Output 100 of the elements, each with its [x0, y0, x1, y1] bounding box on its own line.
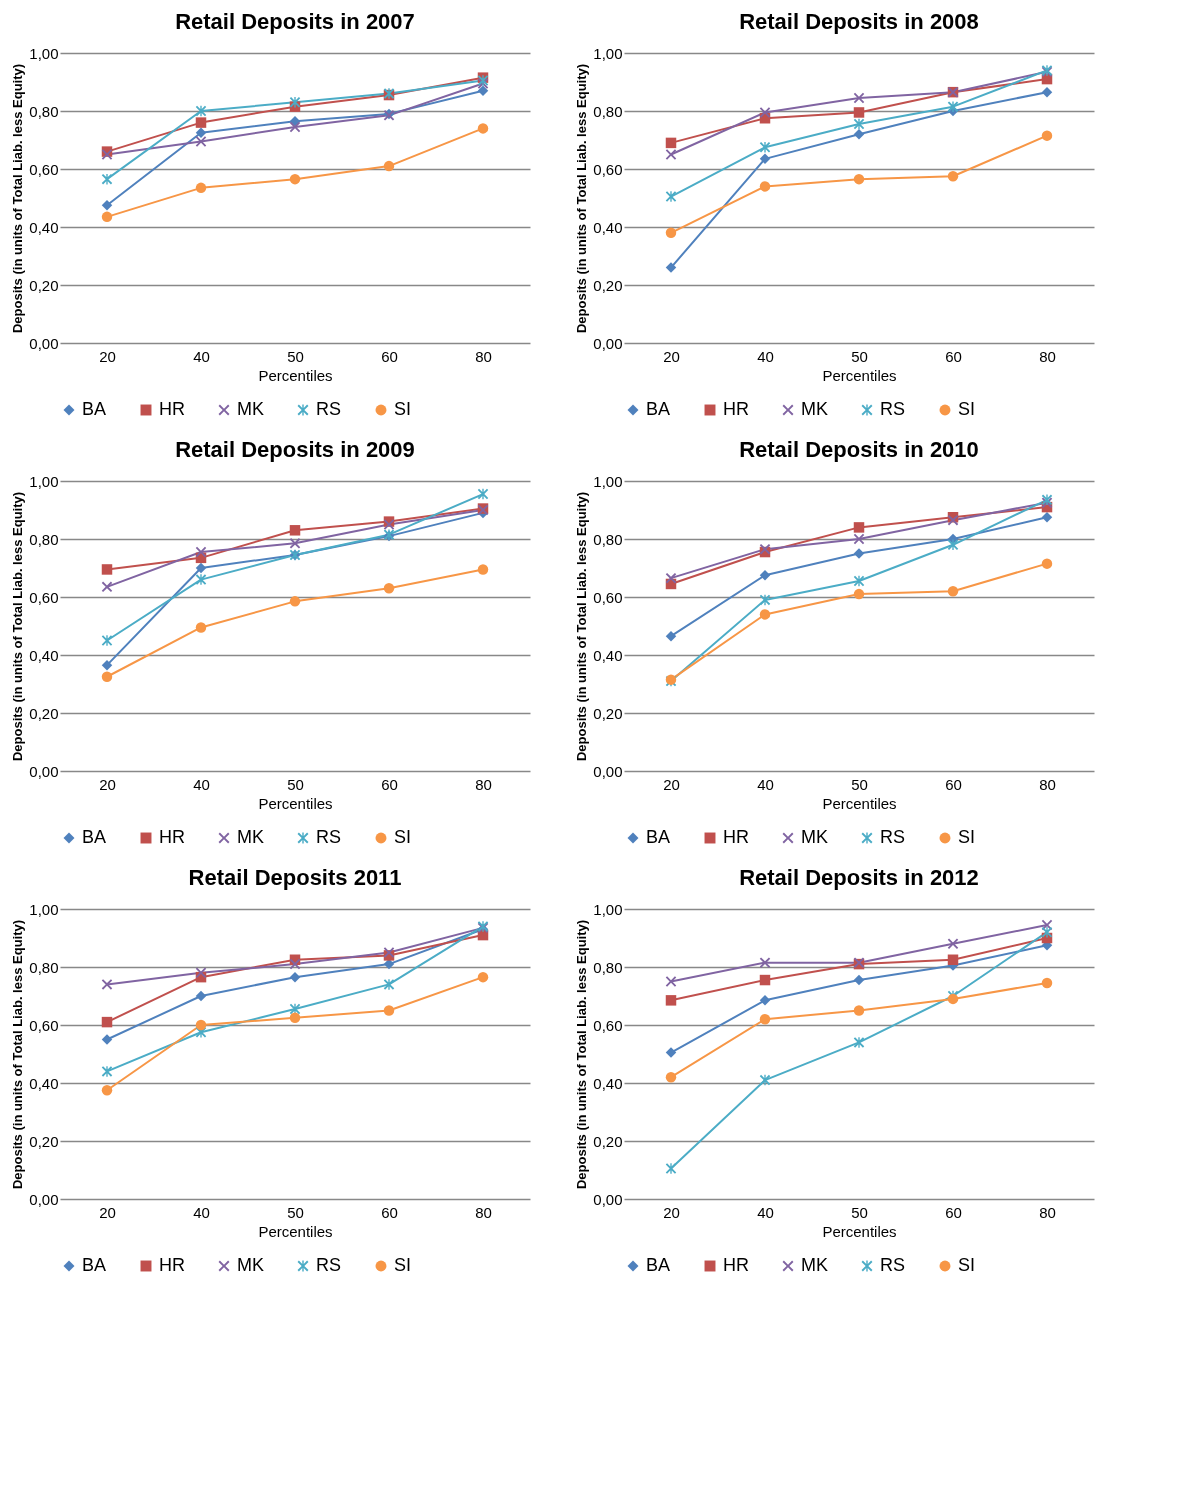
- legend-label: HR: [723, 399, 749, 419]
- legend-label: RS: [316, 399, 342, 419]
- legend-label: BA: [82, 827, 107, 847]
- y-tick-label: 0,60: [593, 588, 623, 606]
- y-tick-label: 0,00: [593, 762, 623, 780]
- x-axis-title: Percentiles: [822, 1222, 897, 1240]
- legend-label: HR: [159, 399, 185, 419]
- legend-label: MK: [801, 1255, 828, 1275]
- y-tick-label: 1,00: [593, 44, 623, 62]
- x-tick-label: 20: [99, 775, 116, 793]
- legend-label: BA: [646, 827, 671, 847]
- x-tick-label: 60: [945, 1203, 962, 1221]
- x-tick-label: 40: [193, 1203, 210, 1221]
- chart-title: Retail Deposits in 2010: [739, 437, 979, 462]
- y-tick-label: 0,80: [29, 958, 59, 976]
- x-tick-label: 40: [757, 347, 774, 365]
- y-axis-title: Deposits (in units of Total Liab. less Equity): [10, 919, 26, 1190]
- x-tick-label: 80: [1039, 347, 1056, 365]
- x-tick-label: 80: [475, 347, 492, 365]
- y-tick-label: 0,20: [29, 704, 59, 722]
- legend-label: SI: [394, 827, 412, 847]
- x-axis-title: Percentiles: [822, 366, 897, 384]
- legend-label: MK: [237, 399, 264, 419]
- y-tick-label: 0,40: [593, 646, 623, 664]
- x-tick-label: 60: [945, 347, 962, 365]
- legend-label: BA: [646, 1255, 671, 1275]
- x-tick-label: 40: [193, 775, 210, 793]
- x-tick-label: 50: [287, 347, 304, 365]
- chart-title: Retail Deposits in 2008: [739, 9, 979, 34]
- legend-label: RS: [316, 827, 342, 847]
- y-tick-label: 0,20: [593, 1132, 623, 1150]
- legend-label: RS: [880, 399, 906, 419]
- x-tick-label: 50: [851, 347, 868, 365]
- legend-label: HR: [159, 827, 185, 847]
- x-tick-label: 60: [381, 1203, 398, 1221]
- y-tick-label: 0,80: [29, 102, 59, 120]
- x-axis-title: Percentiles: [258, 794, 333, 812]
- y-tick-label: 0,00: [29, 1190, 59, 1208]
- x-tick-label: 40: [193, 347, 210, 365]
- y-tick-label: 0,00: [29, 762, 59, 780]
- y-tick-label: 0,00: [29, 334, 59, 352]
- chart-title: Retail Deposits in 2007: [175, 9, 415, 34]
- x-axis-title: Percentiles: [822, 794, 897, 812]
- legend-label: MK: [801, 399, 828, 419]
- y-tick-label: 0,80: [29, 530, 59, 548]
- legend-label: MK: [237, 827, 264, 847]
- x-tick-label: 40: [757, 1203, 774, 1221]
- y-tick-label: 0,40: [29, 1074, 59, 1092]
- legend-label: SI: [958, 1255, 976, 1275]
- y-tick-label: 0,80: [593, 102, 623, 120]
- legend-label: MK: [237, 1255, 264, 1275]
- legend-label: RS: [316, 1255, 342, 1275]
- y-axis-title: Deposits (in units of Total Liab. less Equity): [10, 63, 26, 334]
- x-tick-label: 20: [663, 347, 680, 365]
- y-tick-label: 0,40: [29, 646, 59, 664]
- legend-label: BA: [82, 1255, 107, 1275]
- x-tick-label: 80: [1039, 1203, 1056, 1221]
- legend-label: SI: [394, 399, 412, 419]
- y-tick-label: 0,00: [593, 1190, 623, 1208]
- y-axis-title: Deposits (in units of Total Liab. less Equity): [10, 491, 26, 762]
- x-tick-label: 50: [287, 1203, 304, 1221]
- x-tick-label: 80: [1039, 775, 1056, 793]
- y-tick-label: 0,00: [593, 334, 623, 352]
- y-tick-label: 0,60: [593, 1016, 623, 1034]
- y-axis-title: Deposits (in units of Total Liab. less Equity): [574, 491, 590, 762]
- legend-label: SI: [958, 827, 976, 847]
- y-axis-title: Deposits (in units of Total Liab. less Equity): [574, 919, 590, 1190]
- x-tick-label: 20: [99, 347, 116, 365]
- y-tick-label: 0,40: [29, 218, 59, 236]
- y-tick-label: 1,00: [29, 44, 59, 62]
- x-tick-label: 50: [287, 775, 304, 793]
- x-tick-label: 20: [663, 1203, 680, 1221]
- x-tick-label: 50: [851, 1203, 868, 1221]
- y-tick-label: 0,40: [593, 218, 623, 236]
- x-axis-title: Percentiles: [258, 1222, 333, 1240]
- x-tick-label: 60: [381, 347, 398, 365]
- chart-title: Retail Deposits in 2012: [739, 865, 979, 890]
- legend-label: HR: [723, 827, 749, 847]
- y-tick-label: 0,80: [593, 958, 623, 976]
- y-tick-label: 0,20: [29, 276, 59, 294]
- y-tick-label: 0,20: [593, 276, 623, 294]
- x-tick-label: 50: [851, 775, 868, 793]
- legend-label: HR: [723, 1255, 749, 1275]
- legend-label: RS: [880, 827, 906, 847]
- y-tick-label: 0,60: [29, 160, 59, 178]
- x-tick-label: 40: [757, 775, 774, 793]
- x-tick-label: 80: [475, 1203, 492, 1221]
- chart-title: Retail Deposits 2011: [188, 865, 402, 890]
- y-tick-label: 0,40: [593, 1074, 623, 1092]
- x-tick-label: 20: [99, 1203, 116, 1221]
- y-tick-label: 0,20: [29, 1132, 59, 1150]
- legend-label: RS: [880, 1255, 906, 1275]
- y-tick-label: 1,00: [593, 900, 623, 918]
- y-tick-label: 0,20: [593, 704, 623, 722]
- y-tick-label: 1,00: [29, 472, 59, 490]
- legend-label: MK: [801, 827, 828, 847]
- x-tick-label: 60: [945, 775, 962, 793]
- legend-label: SI: [394, 1255, 412, 1275]
- legend-label: HR: [159, 1255, 185, 1275]
- y-tick-label: 1,00: [29, 900, 59, 918]
